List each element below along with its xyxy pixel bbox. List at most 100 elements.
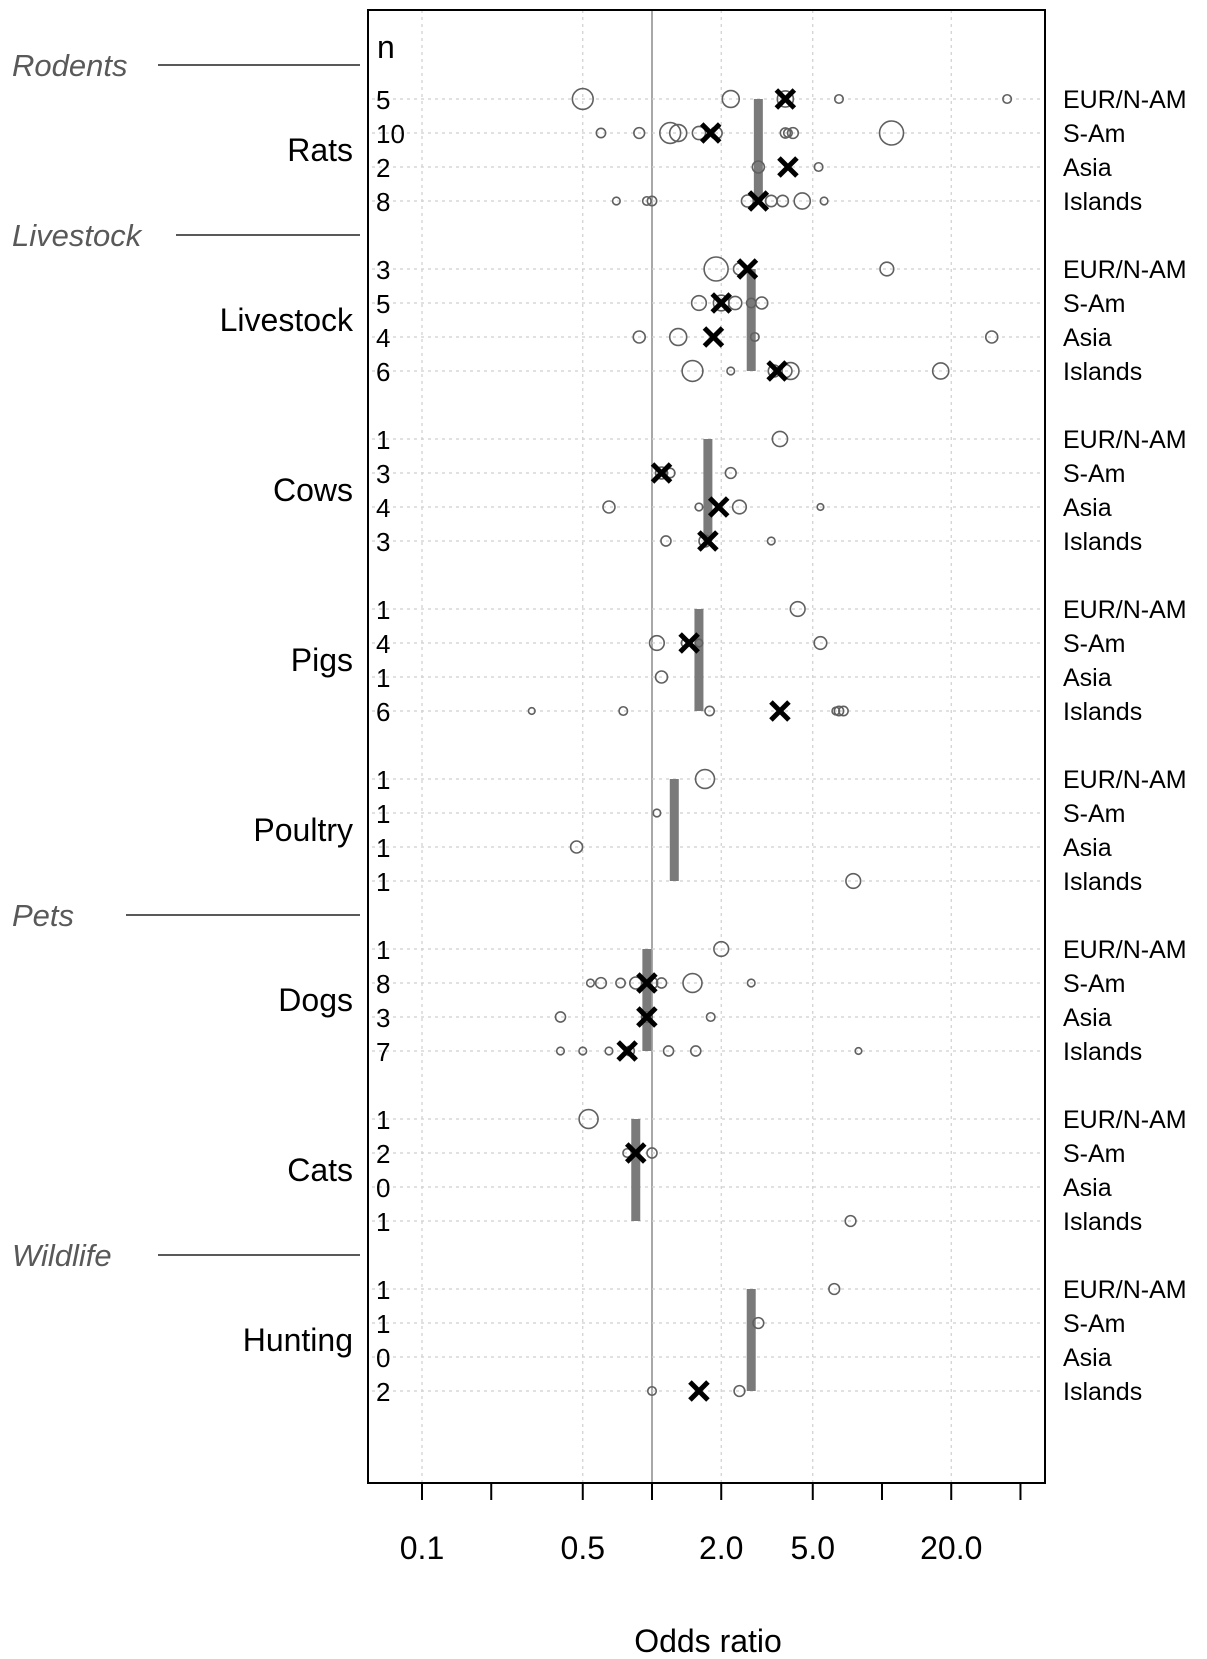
region-label: EUR/N-AM [1063,86,1187,114]
study-point [782,127,793,139]
study-count-label: 1 [376,1105,390,1135]
study-count-label: 8 [376,969,390,999]
study-count-label: 5 [376,289,390,319]
study-point [754,296,769,310]
study-count-label: 1 [376,663,390,693]
study-point [752,1316,765,1330]
pooled-estimate-marker [678,632,700,654]
study-point [844,1214,857,1228]
study-point [813,635,828,651]
study-point [633,126,646,140]
study-point [654,670,669,684]
n-column-header: n [377,29,395,65]
study-point [646,1385,658,1397]
study-point [813,161,824,173]
study-point [771,430,789,448]
study-point [816,502,825,512]
study-point [854,1046,863,1056]
study-count-label: 6 [376,697,390,727]
group-label: Cats [287,1152,353,1188]
category-label: Wildlife [12,1238,112,1273]
study-point [793,192,812,210]
study-point [749,331,760,343]
region-label: Asia [1063,154,1112,182]
study-count-label: 1 [376,935,390,965]
study-count-label: 1 [376,765,390,795]
study-point [828,1282,841,1296]
study-point [648,634,666,652]
study-point [704,705,716,717]
study-count-label: 1 [376,1275,390,1305]
study-point [789,600,806,618]
study-point [845,872,862,890]
group-label: Rats [287,132,353,168]
region-label: S-Am [1063,1310,1126,1338]
pooled-estimate-marker [616,1040,638,1062]
study-count-label: 6 [376,357,390,387]
category-label: Livestock [12,218,143,253]
group-label: Hunting [243,1322,353,1358]
study-point [527,706,536,716]
region-label: Islands [1063,868,1142,896]
study-point [659,121,682,145]
pooled-estimate-marker [747,190,770,212]
study-count-label: 4 [376,629,390,659]
pooled-estimate-marker [697,530,719,552]
region-label: Islands [1063,1208,1142,1236]
region-label: Asia [1063,834,1112,862]
study-point [668,123,688,143]
region-label: Asia [1063,494,1112,522]
x-axis-title: Odds ratio [634,1623,782,1659]
study-point [781,361,800,381]
study-count-label: 1 [376,595,390,625]
group-label: Poultry [253,812,353,848]
x-tick-label: 20.0 [920,1530,982,1566]
study-point [786,126,800,140]
pooled-estimate-marker [766,360,788,382]
study-point [879,261,895,277]
study-point [646,195,658,207]
study-count-label: 10 [376,119,405,149]
study-point [646,1147,658,1159]
study-point [746,978,756,988]
study-count-label: 1 [376,833,390,863]
region-label: EUR/N-AM [1063,256,1187,284]
study-count-label: 0 [376,1343,390,1373]
region-label: Islands [1063,1378,1142,1406]
study-count-label: 1 [376,425,390,455]
study-count-label: 3 [376,459,390,489]
study-count-label: 1 [376,1207,390,1237]
x-tick-label: 0.5 [561,1530,605,1566]
pooled-estimate-marker [774,88,797,110]
study-point [585,978,596,988]
study-point [602,500,616,514]
study-point [776,194,790,208]
study-count-label: 0 [376,1173,390,1203]
study-point [878,120,905,146]
study-point [652,808,662,818]
study-count-label: 1 [376,867,390,897]
pooled-estimate-marker [688,1380,710,1402]
region-label: Asia [1063,1174,1112,1202]
study-point [595,127,607,139]
region-label: Asia [1063,1344,1112,1372]
study-point [694,502,704,512]
study-point [726,366,736,376]
study-point [641,195,652,207]
study-point [628,976,643,990]
study-count-label: 1 [376,1309,390,1339]
pooled-estimate-marker [699,122,722,144]
study-point [691,125,707,141]
study-point [705,1011,716,1023]
region-label: S-Am [1063,800,1126,828]
study-point [751,160,766,174]
study-count-label: 3 [376,1003,390,1033]
region-label: Islands [1063,698,1142,726]
region-label: EUR/N-AM [1063,936,1187,964]
study-point [690,294,708,312]
region-label: Islands [1063,528,1142,556]
pooled-estimate-marker [650,462,673,484]
group-label: Livestock [220,302,354,338]
study-point [694,768,716,790]
